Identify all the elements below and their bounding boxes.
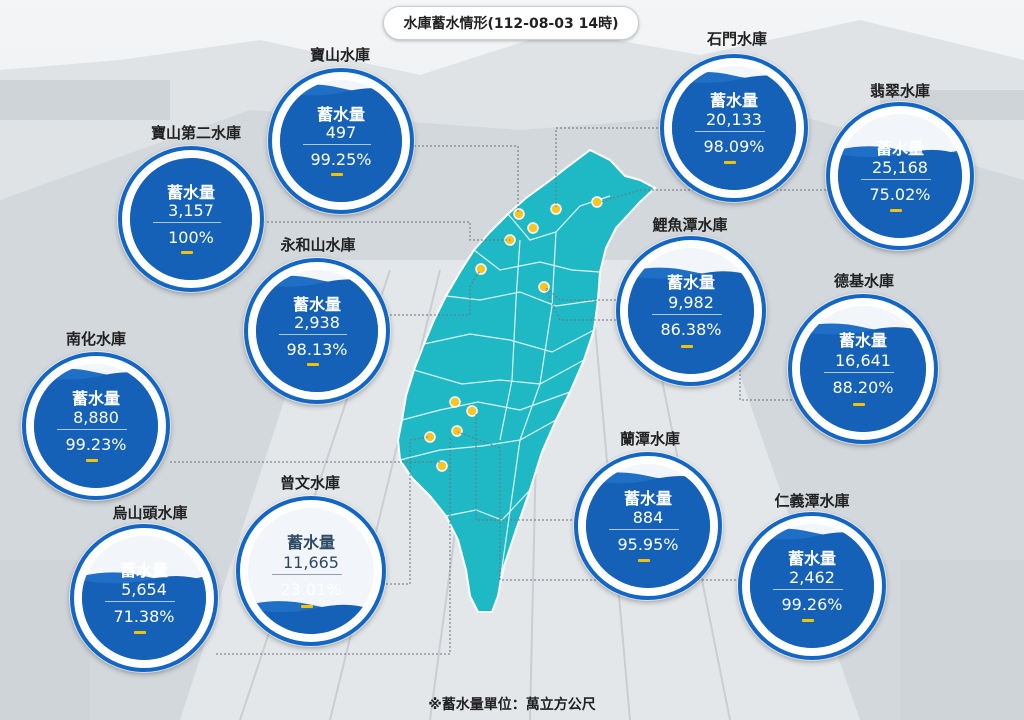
volume-value: 16,641: [835, 350, 891, 370]
reservoir-gauge: 蓄水量 5,654 71.38%: [70, 524, 218, 672]
water-level: 蓄水量 8,880 99.23%: [34, 364, 158, 488]
volume-label: 蓄水量: [787, 548, 836, 568]
volume-value: 20,133: [706, 110, 762, 130]
percent-value: 100%: [168, 227, 214, 247]
divider: [57, 428, 127, 430]
reservoir-name: 烏山頭水庫: [112, 504, 188, 522]
level-marker: [724, 161, 736, 165]
reservoir-gauge: 蓄水量 2,938 98.13%: [244, 258, 390, 404]
reservoir-name: 鯉魚潭水庫: [652, 216, 728, 234]
reservoir-name: 寶山水庫: [309, 46, 370, 64]
volume-value: 9,982: [668, 292, 714, 312]
water-level: 蓄水量 2,938 98.13%: [256, 270, 378, 392]
level-marker: [890, 209, 902, 213]
percent-value: 88.20%: [832, 377, 894, 397]
percent-value: 95.95%: [617, 534, 679, 554]
divider: [278, 333, 348, 335]
water-level: 蓄水量 2,462 99.26%: [750, 524, 874, 648]
volume-value: 3,157: [168, 201, 214, 221]
volume-label: 蓄水量: [666, 273, 715, 293]
percent-value: 99.26%: [781, 594, 843, 614]
volume-label: 蓄水量: [316, 104, 365, 124]
divider: [609, 528, 679, 530]
water-level: 蓄水量 5,654 71.38%: [82, 536, 206, 660]
level-marker: [301, 604, 313, 608]
volume-value: 497: [325, 123, 357, 143]
reservoir-gauge: 蓄水量 497 99.25%: [268, 68, 414, 214]
water-level: 蓄水量 25,168 75.02%: [838, 114, 962, 238]
volume-label: 蓄水量: [119, 560, 168, 580]
volume-label: 蓄水量: [709, 90, 758, 110]
percent-value: 71.38%: [113, 606, 175, 626]
percent-value: 99.25%: [310, 149, 372, 169]
level-marker: [86, 459, 98, 463]
reservoir-gauge: 蓄水量 884 95.95%: [574, 452, 722, 600]
reservoir-name: 曾文水庫: [279, 474, 340, 492]
reservoir-gauge: 蓄水量 3,157 100%: [118, 146, 264, 292]
level-marker: [331, 173, 343, 177]
volume-label: 蓄水量: [166, 182, 215, 202]
water-level: 蓄水量 11,665 23.01%: [248, 508, 374, 634]
percent-value: 86.38%: [660, 319, 722, 339]
volume-value: 2,938: [294, 313, 340, 333]
water-level: 蓄水量 9,982 86.38%: [628, 248, 754, 374]
volume-value: 2,462: [789, 568, 835, 588]
water-level: 蓄水量 884 95.95%: [586, 464, 710, 588]
volume-label: 蓄水量: [838, 331, 887, 351]
reservoir-gauge: 蓄水量 20,133 98.09%: [660, 54, 808, 202]
level-marker: [681, 344, 693, 348]
divider: [152, 221, 222, 223]
volume-value: 884: [632, 508, 664, 528]
divider: [773, 588, 843, 590]
reservoir-name: 石門水庫: [706, 30, 767, 48]
volume-value: 8,880: [73, 408, 119, 428]
reservoir-name: 仁義潭水庫: [774, 492, 850, 510]
level-marker: [853, 402, 865, 406]
percent-value: 98.13%: [286, 339, 348, 359]
reservoir-gauge: 蓄水量 2,462 99.26%: [738, 512, 886, 660]
divider: [302, 143, 372, 145]
volume-label: 蓄水量: [286, 533, 335, 553]
level-marker: [638, 559, 650, 563]
divider: [105, 600, 175, 602]
reservoir-gauge: 蓄水量 8,880 99.23%: [22, 352, 170, 500]
reservoir-name: 翡翠水庫: [869, 82, 930, 100]
unit-footnote: ※蓄水量單位：萬立方公尺: [428, 697, 596, 713]
reservoir-name: 德基水庫: [833, 272, 894, 290]
divider: [861, 178, 931, 180]
reservoir-name: 南化水庫: [65, 330, 126, 348]
level-marker: [181, 251, 193, 255]
volume-value: 25,168: [872, 158, 928, 178]
water-level: 蓄水量 16,641 88.20%: [800, 306, 926, 432]
reservoir-name: 永和山水庫: [280, 236, 356, 254]
volume-label: 蓄水量: [71, 388, 120, 408]
percent-value: 75.02%: [869, 184, 931, 204]
reservoir-gauge: 蓄水量 25,168 75.02%: [826, 102, 974, 250]
divider: [651, 314, 723, 316]
water-level: 蓄水量 3,157 100%: [130, 158, 252, 280]
reservoir-name: 蘭潭水庫: [619, 430, 680, 448]
percent-value: 99.23%: [65, 434, 127, 454]
level-marker: [307, 363, 319, 367]
volume-value: 5,654: [121, 580, 167, 600]
level-marker: [802, 619, 814, 623]
page-title: 水庫蓄水情形(112-08-03 14時): [383, 6, 639, 40]
volume-label: 蓄水量: [623, 488, 672, 508]
reservoir-gauge: 蓄水量 16,641 88.20%: [788, 294, 938, 444]
percent-value: 23.01%: [280, 579, 342, 599]
percent-value: 98.09%: [703, 136, 765, 156]
divider: [823, 372, 895, 374]
divider: [271, 574, 343, 576]
volume-label: 蓄水量: [292, 294, 341, 314]
volume-label: 蓄水量: [875, 138, 924, 158]
divider: [695, 130, 765, 132]
water-level: 蓄水量 497 99.25%: [280, 80, 402, 202]
reservoir-gauge: 蓄水量 11,665 23.01%: [236, 496, 386, 646]
level-marker: [134, 631, 146, 635]
water-level: 蓄水量 20,133 98.09%: [672, 66, 796, 190]
reservoir-gauge: 蓄水量 9,982 86.38%: [616, 236, 766, 386]
taiwan-map: [396, 148, 657, 613]
volume-value: 11,665: [283, 552, 339, 572]
reservoir-name: 寶山第二水庫: [150, 124, 241, 142]
